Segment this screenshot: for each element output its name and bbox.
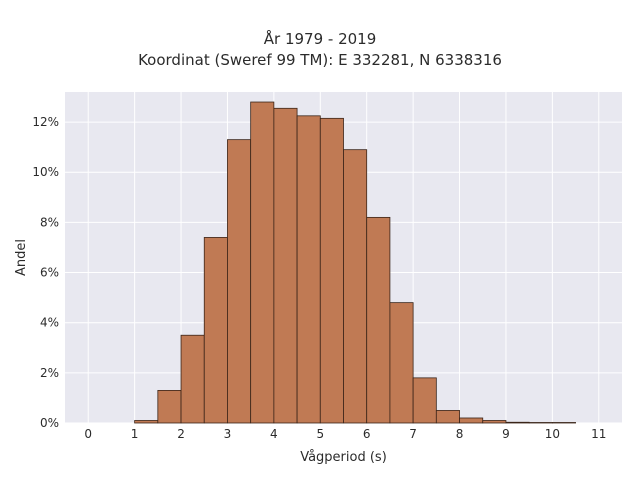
histogram-bar: [250, 101, 275, 424]
x-tick-label: 4: [270, 427, 278, 441]
y-tick-label: 6%: [40, 266, 59, 280]
histogram-bar: [157, 390, 182, 424]
histogram-bar: [134, 420, 159, 424]
x-tick-label: 0: [84, 427, 92, 441]
x-tick-label: 3: [224, 427, 232, 441]
x-tick-label: 11: [591, 427, 606, 441]
y-tick-label: 10%: [32, 165, 59, 179]
histogram-bar: [296, 115, 321, 424]
x-axis-ticks: 0 1 2 3 4 5 6 7 8 9 10 11: [84, 427, 606, 441]
x-tick-label: 2: [177, 427, 185, 441]
y-tick-label: 8%: [40, 215, 59, 229]
histogram-bar: [459, 417, 484, 424]
bars: [134, 101, 576, 424]
x-tick-label: 8: [456, 427, 464, 441]
chart-title-line-2: Koordinat (Sweref 99 TM): E 332281, N 63…: [138, 51, 502, 69]
y-tick-label: 4%: [40, 316, 59, 330]
x-tick-label: 5: [316, 427, 324, 441]
y-axis-label: Andel: [14, 239, 29, 276]
y-tick-label: 2%: [40, 366, 59, 380]
histogram-bar: [366, 216, 391, 424]
x-tick-label: 1: [131, 427, 139, 441]
histogram-bar: [551, 422, 576, 424]
x-tick-label: 10: [545, 427, 560, 441]
histogram-bar: [505, 421, 530, 424]
x-tick-label: 9: [502, 427, 510, 441]
x-tick-label: 6: [363, 427, 371, 441]
histogram-bar: [412, 377, 437, 424]
histogram-bar: [273, 107, 298, 424]
y-tick-label: 12%: [32, 115, 59, 129]
histogram-bar: [482, 420, 507, 424]
histogram-bar: [180, 334, 205, 424]
histogram-bar: [389, 302, 414, 424]
histogram-bar: [203, 237, 228, 424]
y-axis-ticks: 0% 2% 4% 6% 8% 10% 12%: [32, 115, 59, 430]
histogram-bar: [319, 117, 344, 424]
histogram-bar: [435, 410, 460, 424]
histogram-bar: [343, 149, 368, 424]
histogram-bar: [227, 139, 252, 424]
chart-title-line-1: År 1979 - 2019: [263, 30, 377, 48]
histogram-bar: [528, 422, 553, 424]
x-axis-label: Vågperiod (s): [300, 450, 387, 465]
x-tick-label: 7: [409, 427, 417, 441]
y-tick-label: 0%: [40, 416, 59, 430]
